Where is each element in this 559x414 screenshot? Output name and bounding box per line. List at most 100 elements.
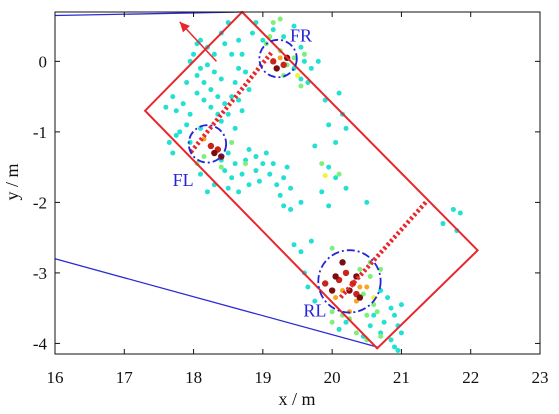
data-point [298, 249, 304, 255]
data-point [374, 309, 380, 315]
data-point [343, 125, 349, 131]
data-point [291, 23, 297, 29]
data-point [218, 164, 224, 170]
data-point [260, 161, 266, 167]
x-tick-label: 21 [393, 368, 410, 387]
data-point [339, 259, 346, 266]
vehicle-box [143, 10, 480, 350]
data-point [198, 125, 203, 131]
data-point [277, 16, 283, 22]
boundary-line [54, 258, 378, 348]
data-point [229, 139, 235, 145]
data-point [326, 164, 332, 170]
data-point [187, 139, 193, 145]
data-point [239, 108, 245, 114]
data-point [319, 161, 325, 167]
data-point [322, 173, 328, 179]
data-point [450, 206, 456, 212]
data-point [281, 34, 287, 40]
data-point [364, 284, 370, 290]
boundary-line [54, 11, 243, 17]
data-point [243, 69, 249, 75]
data-point [222, 168, 228, 174]
data-point [398, 302, 404, 308]
data-point [225, 185, 231, 191]
data-point [342, 269, 350, 277]
data-point [288, 206, 294, 212]
data-point [305, 284, 311, 290]
data-point [267, 171, 273, 177]
data-point [326, 203, 332, 209]
data-point [229, 94, 235, 100]
data-point [236, 97, 242, 103]
data-point [364, 199, 370, 205]
data-point [288, 185, 294, 191]
data-point [353, 330, 359, 336]
data-point [236, 37, 242, 43]
data-point [194, 72, 200, 78]
data-point [388, 337, 394, 343]
data-point [385, 295, 391, 301]
data-point [378, 330, 384, 336]
data-point [232, 125, 238, 131]
data-point [333, 175, 339, 181]
data-point [246, 182, 252, 188]
data-point [356, 294, 364, 301]
data-point [218, 118, 224, 124]
data-point [170, 94, 176, 100]
data-point [298, 44, 304, 50]
data-point [260, 37, 266, 43]
data-point [194, 90, 200, 96]
wheel-circle [317, 249, 382, 314]
data-point [170, 150, 176, 156]
data-point [378, 288, 384, 294]
data-point [329, 309, 335, 315]
data-point [291, 55, 297, 61]
data-point [322, 280, 329, 287]
data-point [284, 164, 290, 170]
data-point [211, 149, 218, 157]
data-point [249, 30, 255, 36]
data-point [166, 139, 172, 145]
data-point [229, 51, 235, 57]
data-point [222, 101, 228, 107]
plot-area-frame [54, 11, 541, 355]
data-point [184, 80, 190, 86]
data-point [239, 171, 245, 177]
data-point [295, 72, 300, 78]
data-point [298, 76, 304, 82]
axle-line [188, 51, 273, 155]
data-point [457, 210, 463, 216]
data-point [163, 104, 169, 110]
data-point [273, 65, 280, 72]
axle-line [338, 200, 428, 300]
data-point [336, 90, 342, 96]
x-tick-label: 23 [532, 368, 549, 387]
overlay-layer: FR FL RL [54, 10, 480, 350]
data-point [225, 150, 231, 156]
data-point [343, 319, 349, 325]
data-point [357, 284, 363, 290]
data-point [201, 80, 207, 86]
data-point [184, 122, 190, 128]
data-point [225, 111, 231, 117]
axis-ticks: 16 17 18 19 20 21 22 23 0 -1 -2 -3 -4 [33, 12, 549, 387]
data-point [298, 199, 304, 205]
data-point [308, 238, 314, 244]
data-point [270, 20, 276, 26]
y-tick-label: -1 [33, 123, 47, 142]
data-point [173, 132, 179, 138]
data-point [381, 319, 387, 325]
data-point [232, 80, 238, 86]
data-point [440, 221, 446, 227]
x-tick-label: 20 [324, 368, 341, 387]
data-point [371, 312, 377, 318]
y-tick-label: 0 [39, 52, 48, 71]
data-point [333, 295, 339, 301]
data-point [378, 333, 384, 339]
wheel-label: RL [303, 301, 326, 321]
data-point [281, 175, 287, 181]
data-point [198, 37, 203, 43]
x-tick-label: 18 [185, 368, 202, 387]
data-point [395, 347, 401, 353]
